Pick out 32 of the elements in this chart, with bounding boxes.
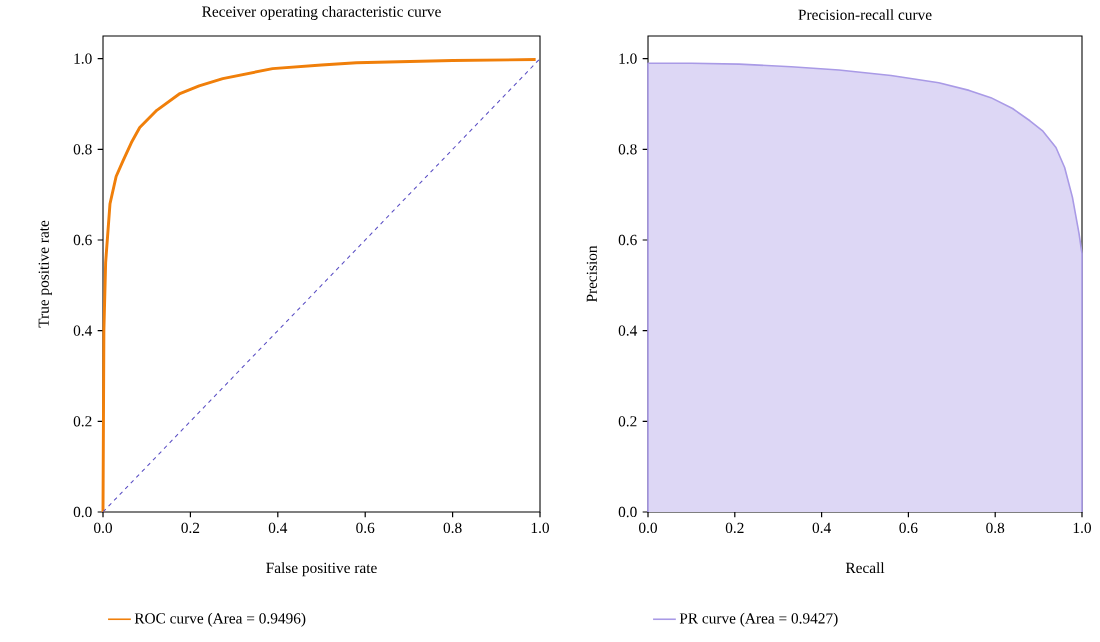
y-tick-label: 0.6 xyxy=(73,234,92,246)
legend-label: ROC curve (Area = 0.9496) xyxy=(134,612,306,627)
y-tick-label: 1.0 xyxy=(619,53,637,64)
y-tick-label: 0.2 xyxy=(618,416,637,427)
chart-title: Precision-recall curve xyxy=(798,9,932,20)
x-axis-title: False positive rate xyxy=(266,562,377,577)
x-tick-label: 1.0 xyxy=(1073,522,1091,534)
y-tick-label: 0.0 xyxy=(73,506,92,518)
x-tick-label: 0.2 xyxy=(181,522,200,534)
y-tick-label: 0.0 xyxy=(618,506,637,518)
x-tick-label: 0.8 xyxy=(443,522,462,534)
x-tick-label: 0.0 xyxy=(639,522,658,534)
y-axis-title: Precision xyxy=(586,245,597,303)
x-tick-label: 0.8 xyxy=(986,522,1005,534)
x-tick-label: 0.0 xyxy=(94,522,113,534)
y-tick-label: 0.2 xyxy=(73,416,92,427)
x-tick-label: 0.4 xyxy=(268,522,288,534)
y-axis-title: True positive rate xyxy=(38,220,52,328)
y-tick-label: 0.4 xyxy=(73,325,93,336)
y-tick-label: 1.0 xyxy=(74,53,92,64)
y-tick-label: 0.6 xyxy=(618,234,637,246)
y-tick-label: 0.4 xyxy=(618,325,638,336)
y-tick-label: 0.8 xyxy=(73,144,92,155)
x-tick-label: 0.2 xyxy=(725,522,744,534)
x-tick-label: 1.0 xyxy=(531,522,550,534)
legend-label: PR curve (Area = 0.9427) xyxy=(679,612,838,627)
x-tick-label: 0.4 xyxy=(812,522,831,534)
y-tick-label: 0.8 xyxy=(618,144,637,155)
chart-title: Receiver operating characteristic curve xyxy=(202,5,441,20)
x-tick-label: 0.6 xyxy=(356,522,375,534)
x-axis-title: Recall xyxy=(845,562,885,574)
x-tick-label: 0.6 xyxy=(899,522,918,534)
